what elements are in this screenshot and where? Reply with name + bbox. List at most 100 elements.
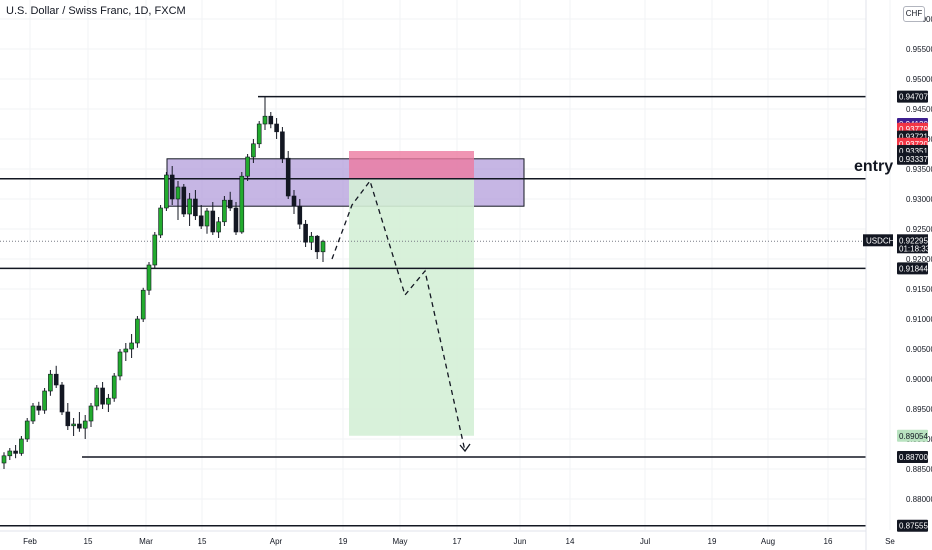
candle-body bbox=[30, 405, 36, 422]
price-badge bbox=[897, 451, 928, 463]
price-badges: 0.947070.941200.937790.937210.937200.933… bbox=[863, 90, 931, 532]
price-badge-label: 0.93779 bbox=[899, 125, 928, 134]
x-tick-label: Apr bbox=[270, 537, 283, 546]
current-price-label: 0.92295 bbox=[899, 236, 928, 245]
entry-label: entry bbox=[854, 158, 893, 175]
candle-body bbox=[245, 156, 250, 177]
candles-layer bbox=[1, 97, 326, 469]
x-tick-label: 15 bbox=[84, 537, 93, 546]
candle-body bbox=[48, 373, 53, 392]
x-tick-label: 15 bbox=[198, 537, 207, 546]
candle-body bbox=[222, 199, 227, 223]
price-badge-label: 0.91844 bbox=[899, 264, 928, 273]
candle-body bbox=[227, 199, 233, 209]
candle-body bbox=[251, 143, 256, 158]
chart-title: U.S. Dollar / Swiss Franc, 1D, FXCM bbox=[6, 5, 186, 17]
x-tick-label: May bbox=[392, 537, 407, 546]
x-tick-label: Jun bbox=[514, 537, 527, 546]
x-tick-label: Mar bbox=[139, 537, 153, 546]
horizontal-lines-layer bbox=[0, 95, 866, 527]
price-badge-label: 0.87555 bbox=[899, 522, 928, 531]
price-axis[interactable]: 0.960000.955000.950000.945000.940000.935… bbox=[865, 0, 932, 550]
currency-button[interactable]: CHF bbox=[903, 6, 925, 22]
candle-body bbox=[77, 423, 82, 429]
price-badge-label: 0.93337 bbox=[899, 155, 928, 164]
y-tick-label: 0.88000 bbox=[906, 495, 932, 504]
price-badge bbox=[897, 519, 928, 532]
candle-body bbox=[100, 387, 105, 405]
candle-body bbox=[164, 174, 169, 209]
projection-line bbox=[331, 179, 466, 452]
price-badge-label: 0.93721 bbox=[899, 133, 928, 142]
price-badge-label: 0.93720 bbox=[899, 140, 928, 149]
candle-body bbox=[285, 157, 291, 197]
projection-arrowhead bbox=[459, 443, 471, 453]
price-badge-label: 0.93351 bbox=[899, 147, 928, 156]
candle-body bbox=[198, 215, 204, 227]
candle-body bbox=[262, 115, 268, 125]
candle-body bbox=[140, 289, 146, 320]
x-tick-label: Aug bbox=[761, 537, 775, 546]
candle-body bbox=[297, 205, 303, 225]
candle-body bbox=[24, 420, 30, 440]
candle-body bbox=[216, 221, 221, 233]
candle-body bbox=[146, 264, 152, 291]
candle-body bbox=[274, 123, 279, 133]
x-tick-label: 14 bbox=[566, 537, 575, 546]
zones-layer bbox=[166, 151, 525, 436]
candle-body bbox=[135, 318, 140, 344]
price-badge-label: 0.88700 bbox=[899, 453, 928, 462]
candle-body bbox=[13, 450, 18, 454]
stop-loss-zone bbox=[349, 151, 474, 179]
time-axis[interactable]: Feb 15 Mar 15 Apr 19 May 17 Jun 14 Jul 19 Aug 16 Se bbox=[0, 530, 895, 546]
candle-body bbox=[123, 348, 129, 353]
candle-body bbox=[19, 438, 24, 454]
candle-body bbox=[71, 423, 76, 427]
x-tick-label: 19 bbox=[339, 537, 348, 546]
candle-body bbox=[193, 198, 198, 217]
candle-body bbox=[7, 450, 13, 457]
price-badge-label: 0.94707 bbox=[899, 93, 928, 102]
candle-body bbox=[268, 115, 274, 125]
x-tick-label: 16 bbox=[824, 537, 833, 546]
candle-body bbox=[94, 387, 100, 407]
candle-body bbox=[204, 210, 210, 227]
price-badge bbox=[897, 262, 928, 275]
projection-path bbox=[331, 179, 471, 453]
take-profit-zone bbox=[349, 178, 474, 436]
candle-body bbox=[181, 186, 187, 215]
candle-body bbox=[106, 397, 111, 405]
candle-body bbox=[210, 210, 216, 233]
candle-body bbox=[36, 405, 42, 411]
x-tick-label: 19 bbox=[708, 537, 717, 546]
price-badge bbox=[897, 90, 928, 103]
price-badge-label: 0.89054 bbox=[899, 432, 928, 441]
candle-body bbox=[42, 390, 47, 411]
candle-body bbox=[256, 123, 262, 145]
price-badge bbox=[897, 429, 928, 442]
x-tick-label: Feb bbox=[23, 537, 37, 546]
candle-body bbox=[239, 175, 245, 233]
candle-body bbox=[117, 351, 123, 377]
symbol-badge bbox=[863, 234, 893, 247]
candle-body bbox=[152, 234, 158, 266]
candle-body bbox=[53, 373, 59, 386]
candle-body bbox=[303, 223, 308, 243]
x-tick-label: 17 bbox=[453, 537, 462, 546]
x-tick-label: Jul bbox=[640, 537, 650, 546]
candle-body bbox=[129, 342, 134, 350]
